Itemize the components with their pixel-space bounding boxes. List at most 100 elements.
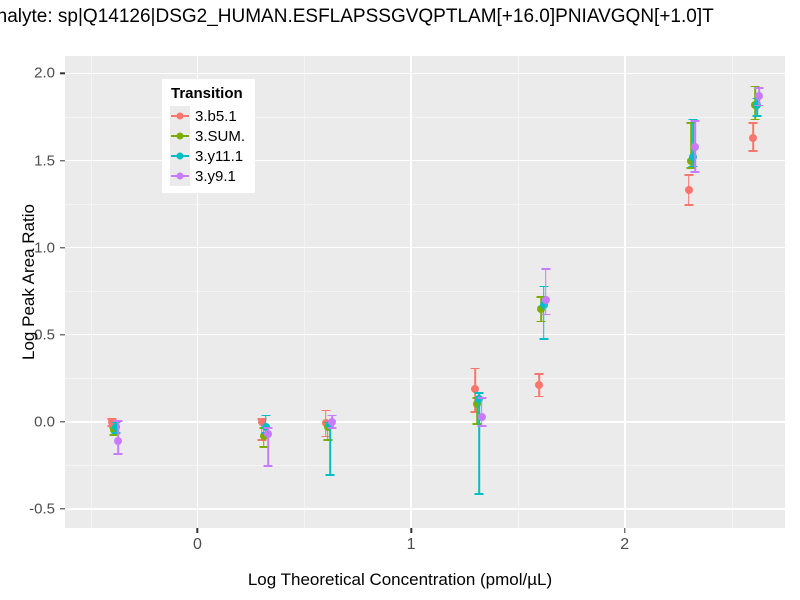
gridline-minor-x	[517, 56, 519, 528]
error-bar-cap	[470, 367, 480, 370]
gridline-major-y	[65, 333, 785, 336]
y-tick-mark	[60, 421, 65, 423]
error-bar-cap	[754, 104, 764, 107]
error-bar-cap	[111, 432, 121, 434]
legend-item-label: 3.y11.1	[195, 147, 244, 165]
gridline-minor-y	[65, 465, 785, 467]
error-bar	[117, 420, 120, 454]
x-tick-label: 0	[193, 536, 202, 553]
data-point	[257, 417, 266, 426]
error-bar-cap	[748, 122, 758, 124]
data-point	[112, 422, 121, 431]
legend-item[interactable]: 3.y11.1	[170, 146, 245, 166]
x-tick-label: 2	[620, 536, 630, 553]
error-bar-cap	[477, 397, 487, 399]
error-bar-cap	[259, 446, 269, 448]
data-point	[684, 186, 693, 195]
gridline-major-y	[65, 420, 785, 423]
error-bar-cap	[261, 414, 271, 417]
y-axis-title: Log Peak Area Ratio	[19, 204, 38, 360]
data-point	[475, 395, 484, 404]
x-tick-label: 1	[406, 536, 416, 553]
error-bar	[544, 268, 547, 314]
y-tick-mark	[60, 333, 65, 336]
y-tick-mark	[60, 72, 65, 75]
chart-title: Analyte: sp|Q14126|DSG2_HUMAN.ESFLAPSSGV…	[0, 6, 714, 27]
gridline-major-y	[65, 72, 785, 75]
error-bar-cap	[113, 420, 123, 422]
plot-area	[65, 56, 785, 528]
gridline-minor-y	[65, 291, 785, 293]
gridline-minor-x	[731, 56, 733, 528]
legend-key-3-y9-1	[170, 166, 190, 186]
error-bar	[260, 418, 263, 440]
legend-point-icon	[176, 152, 184, 160]
legend-point-icon	[176, 112, 184, 120]
error-bar-cap	[474, 392, 484, 394]
error-bar-cap	[754, 87, 764, 89]
error-bar-cap	[111, 421, 121, 424]
gridline-major-x	[410, 56, 412, 528]
legend-item-label: 3.SUM.	[195, 127, 246, 145]
data-point	[539, 301, 548, 310]
error-bar-cap	[257, 439, 267, 441]
y-tick-mark	[60, 508, 65, 510]
error-bar	[329, 421, 331, 474]
gridline-minor-y	[65, 116, 785, 118]
data-point	[263, 429, 272, 438]
error-bar-cap	[534, 395, 544, 398]
error-bar-cap	[690, 170, 700, 173]
data-point	[114, 436, 123, 445]
gridline-major-y	[65, 246, 785, 249]
y-tick-label: -0.5	[29, 500, 55, 518]
legend-point-icon	[176, 132, 184, 140]
legend-items: 3.b5.1 3.SUM. 3.y11.1 3.y9.1	[170, 106, 245, 186]
gridline-major-x	[196, 56, 199, 528]
error-bar	[692, 118, 694, 166]
gridline-minor-x	[304, 56, 306, 528]
error-bar	[267, 426, 269, 466]
error-bar-cap	[263, 465, 273, 467]
error-bar-cap	[684, 174, 694, 177]
gridline-major-y	[65, 159, 785, 162]
data-point	[755, 92, 764, 101]
error-bar	[476, 397, 479, 424]
error-bar-cap	[536, 296, 546, 298]
y-tick-label: 0.5	[34, 326, 55, 344]
error-bar-cap	[748, 150, 758, 152]
data-point	[259, 431, 268, 440]
error-bar	[480, 397, 483, 426]
x-tick-mark	[196, 528, 199, 533]
y-tick-mark	[60, 246, 65, 249]
error-bar-cap	[323, 439, 333, 441]
error-bar-cap	[327, 426, 337, 429]
error-bar-cap	[470, 411, 480, 413]
legend-item[interactable]: 3.b5.1	[170, 106, 245, 126]
gridline-major-x	[623, 56, 626, 528]
error-bar-cap	[686, 122, 696, 124]
error-bar-cap	[321, 435, 331, 438]
error-bar-cap	[690, 120, 700, 123]
error-bar-cap	[536, 320, 546, 323]
legend-item-label: 3.b5.1	[195, 107, 237, 125]
legend-title: Transition	[171, 85, 243, 102]
data-point	[477, 412, 486, 421]
legend-key-3-b5-1	[170, 106, 190, 126]
legend-item[interactable]: 3.y9.1	[170, 166, 245, 186]
data-point	[748, 133, 757, 142]
x-tick-mark	[624, 528, 626, 533]
x-tick-mark	[410, 528, 412, 533]
error-bar-cap	[534, 372, 544, 375]
error-bar-cap	[541, 313, 551, 316]
gridline-minor-y	[65, 378, 785, 380]
error-bar	[478, 392, 481, 494]
y-tick-mark	[60, 159, 65, 162]
legend-item[interactable]: 3.SUM.	[170, 126, 245, 146]
y-tick-label: 0.0	[34, 413, 55, 431]
legend: Transition 3.b5.1 3.SUM. 3.y11.1 3.y9.1	[162, 79, 256, 193]
error-bar-cap	[686, 167, 696, 170]
gridline-major-y	[65, 508, 785, 510]
error-bar-cap	[750, 85, 760, 88]
y-tick-label: 1.5	[34, 152, 55, 169]
